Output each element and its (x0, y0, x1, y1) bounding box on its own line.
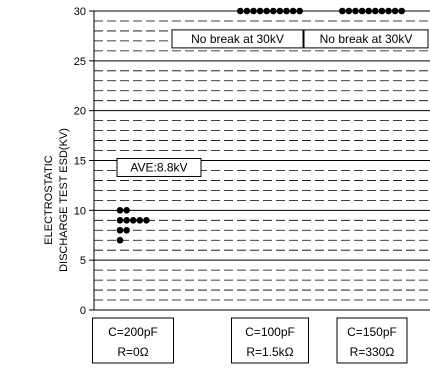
y-tick-label: 5 (80, 255, 86, 267)
data-point (129, 217, 137, 224)
data-point (116, 207, 124, 214)
data-point (136, 217, 144, 224)
category-label-line2: R=330Ω (350, 345, 395, 359)
category-box (231, 317, 309, 364)
data-point (391, 7, 399, 15)
data-point (276, 7, 284, 15)
data-point (123, 226, 130, 234)
y-tick-label: 0 (80, 305, 86, 317)
y-tick-label: 20 (74, 106, 86, 118)
annotation-label: No break at 30kV (320, 32, 413, 46)
data-point (385, 7, 392, 15)
category-box (336, 317, 408, 364)
category-label-line2: R=0Ω (117, 345, 148, 359)
data-point (372, 7, 379, 15)
data-point (283, 7, 290, 15)
data-point (358, 7, 366, 15)
y-tick-label: 30 (74, 6, 86, 18)
category-label-line2: R=1.5kΩ (246, 345, 293, 359)
data-point (243, 7, 251, 15)
data-point (378, 7, 386, 15)
y-axis-label-line2: DISCHARGE TEST ESD(KV) (58, 128, 70, 272)
annotation-label: AVE:8.8kV (130, 160, 187, 174)
data-point (352, 7, 359, 15)
data-point (237, 7, 244, 15)
data-point (123, 217, 130, 224)
data-point (270, 7, 277, 15)
data-point (256, 7, 264, 15)
y-tick-label: 10 (74, 205, 86, 217)
x-axis-categories: C=200pF R=0Ω C=100pF R=1.5kΩ C=150pF R=330Ω (92, 317, 408, 364)
data-points (116, 7, 406, 244)
y-axis-label-line1: ELECTROSTATIC (43, 155, 55, 244)
data-point (398, 7, 406, 15)
data-point (143, 217, 150, 224)
category-label-line1: C=150pF (347, 325, 397, 339)
data-point (365, 7, 373, 15)
annotation-box (116, 157, 202, 177)
annotation-box (171, 29, 304, 49)
y-tick-label: 25 (74, 56, 86, 68)
y-tick-label: 15 (74, 156, 86, 168)
data-point (123, 207, 130, 214)
data-point (296, 7, 304, 15)
annotation-box (303, 29, 429, 49)
data-point (339, 7, 346, 15)
data-point (250, 7, 257, 15)
data-point (116, 226, 124, 234)
data-point (289, 7, 297, 15)
data-point (116, 217, 124, 224)
data-point (116, 236, 124, 244)
data-point (263, 7, 271, 15)
annotations: AVE:8.8kV No break at 30kV No break at 30k… (116, 29, 429, 177)
category-label-line1: C=200pF (108, 325, 158, 339)
data-point (345, 7, 353, 15)
y-axis: 0 5 10 15 20 25 30 (74, 6, 94, 317)
annotation-label: No break at 30kV (191, 32, 284, 46)
category-box (92, 317, 174, 364)
category-label-line1: C=100pF (245, 325, 295, 339)
